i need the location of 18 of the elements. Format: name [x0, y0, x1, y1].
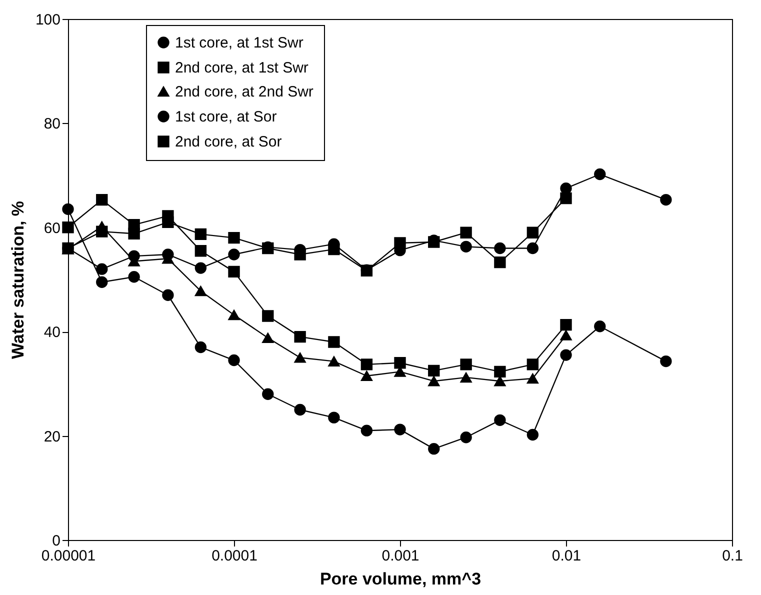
y-tick-label: 20 — [44, 428, 60, 446]
legend-label: 1st core, at Sor — [175, 108, 277, 126]
y-tick-label: 60 — [44, 220, 60, 237]
y-axis-title: Water saturation, % — [8, 200, 28, 360]
legend-label: 2nd core, at 2nd Swr — [175, 84, 314, 100]
x-tick-label: 0.1 — [722, 548, 743, 564]
x-tick-label: 0.0001 — [212, 548, 258, 564]
y-tick-label: 40 — [44, 324, 60, 342]
x-tick-label: 0.01 — [552, 548, 582, 564]
legend-label: 2nd core, at Sor — [175, 134, 282, 150]
legend-label: 1st core, at 1st Swr — [175, 34, 304, 52]
y-tick-label: 100 — [35, 12, 60, 28]
y-tick-label: 80 — [44, 116, 60, 133]
x-tick-label: 0.001 — [382, 548, 420, 564]
y-tick-label: 0 — [52, 532, 60, 550]
x-tick-label: 0.00001 — [41, 548, 96, 564]
legend-label: 2nd core, at 1st Swr — [175, 60, 308, 76]
x-axis-title: Pore volume, mm^3 — [320, 570, 482, 588]
